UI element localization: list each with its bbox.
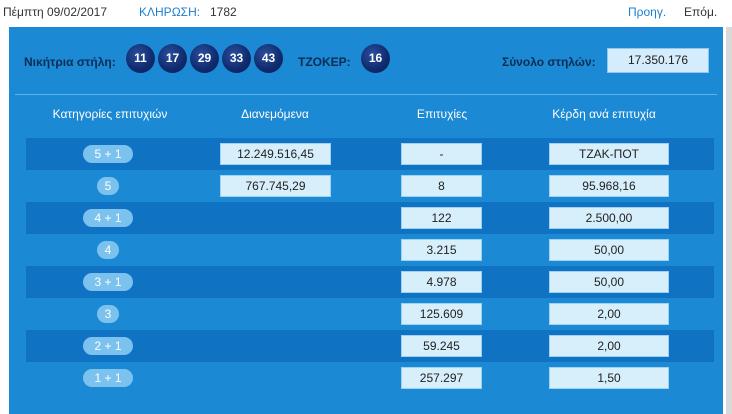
total-columns-value: 17.350.176 (607, 48, 709, 73)
prize-per-winner: ΤΖΑΚ-ΠΟΤ (549, 143, 669, 165)
column-header-distributed: Διανεμόμενα (241, 107, 309, 121)
column-header-prize: Κέρδη ανά επιτυχία (552, 107, 656, 121)
prize-per-winner: 50,00 (549, 271, 669, 293)
table-row: 4 3.215 50,00 (26, 234, 714, 266)
winners-count: 59.245 (401, 335, 482, 357)
prize-per-winner: 50,00 (549, 239, 669, 261)
category-badge: 5 (97, 177, 119, 195)
winners-count: - (401, 143, 482, 165)
distributed-amount: 767.745,29 (220, 175, 331, 197)
winning-number-ball: 11 (126, 44, 155, 73)
joker-label: ΤΖΟΚΕΡ: (298, 55, 351, 69)
column-header-categories: Κατηγορίες επιτυχιών (52, 107, 168, 121)
draw-label: ΚΛΗΡΩΣΗ: (139, 5, 201, 19)
table-row: 3 125.609 2,00 (26, 298, 714, 330)
divider (15, 94, 717, 95)
category-badge: 5 + 1 (83, 145, 133, 163)
winners-count: 8 (401, 175, 482, 197)
winners-count: 3.215 (401, 239, 482, 261)
winning-numbers-header: Νικήτρια στήλη: 11 17 29 33 43 ΤΖΟΚΕΡ: 1… (9, 27, 723, 94)
total-columns-label: Σύνολο στηλών: (502, 55, 596, 69)
joker-number-ball: 16 (361, 44, 390, 73)
winning-number-ball: 33 (222, 44, 251, 73)
category-badge: 3 (97, 305, 119, 323)
prize-per-winner: 2,00 (549, 335, 669, 357)
table-row: 5 + 1 12.249.516,45 - ΤΖΑΚ-ΠΟΤ (26, 138, 714, 170)
winners-count: 257.297 (401, 367, 482, 389)
winning-number-ball: 17 (158, 44, 187, 73)
category-badge: 2 + 1 (83, 337, 133, 355)
scrollbar-edge (726, 27, 732, 414)
column-header-winners: Επιτυχίες (416, 107, 468, 121)
top-bar: Πέμπτη 09/02/2017 ΚΛΗΡΩΣΗ: 1782 Προηγ. Ε… (0, 0, 732, 27)
previous-draw-link[interactable]: Προηγ. (628, 5, 667, 19)
results-panel: Νικήτρια στήλη: 11 17 29 33 43 ΤΖΟΚΕΡ: 1… (9, 27, 723, 414)
category-badge: 3 + 1 (83, 273, 133, 291)
table-row: 1 + 1 257.297 1,50 (26, 362, 714, 394)
table-row: 4 + 1 122 2.500,00 (26, 202, 714, 234)
winners-count: 125.609 (401, 303, 482, 325)
category-badge: 4 + 1 (83, 209, 133, 227)
distributed-amount: 12.249.516,45 (220, 143, 331, 165)
table-row: 3 + 1 4.978 50,00 (26, 266, 714, 298)
table-row: 5 767.745,29 8 95.968,16 (26, 170, 714, 202)
winners-count: 122 (401, 207, 482, 229)
category-badge: 1 + 1 (83, 369, 133, 387)
table-row: 2 + 1 59.245 2,00 (26, 330, 714, 362)
winners-count: 4.978 (401, 271, 482, 293)
next-draw-link[interactable]: Επόμ. (684, 5, 718, 19)
prize-per-winner: 95.968,16 (549, 175, 669, 197)
draw-date: Πέμπτη 09/02/2017 (3, 5, 108, 19)
winning-column-label: Νικήτρια στήλη: (24, 55, 116, 69)
winning-number-ball: 29 (190, 44, 219, 73)
category-badge: 4 (97, 241, 119, 259)
prize-per-winner: 2.500,00 (549, 207, 669, 229)
draw-number: 1782 (210, 5, 237, 19)
prize-per-winner: 1,50 (549, 367, 669, 389)
winning-number-ball: 43 (254, 44, 283, 73)
prize-per-winner: 2,00 (549, 303, 669, 325)
